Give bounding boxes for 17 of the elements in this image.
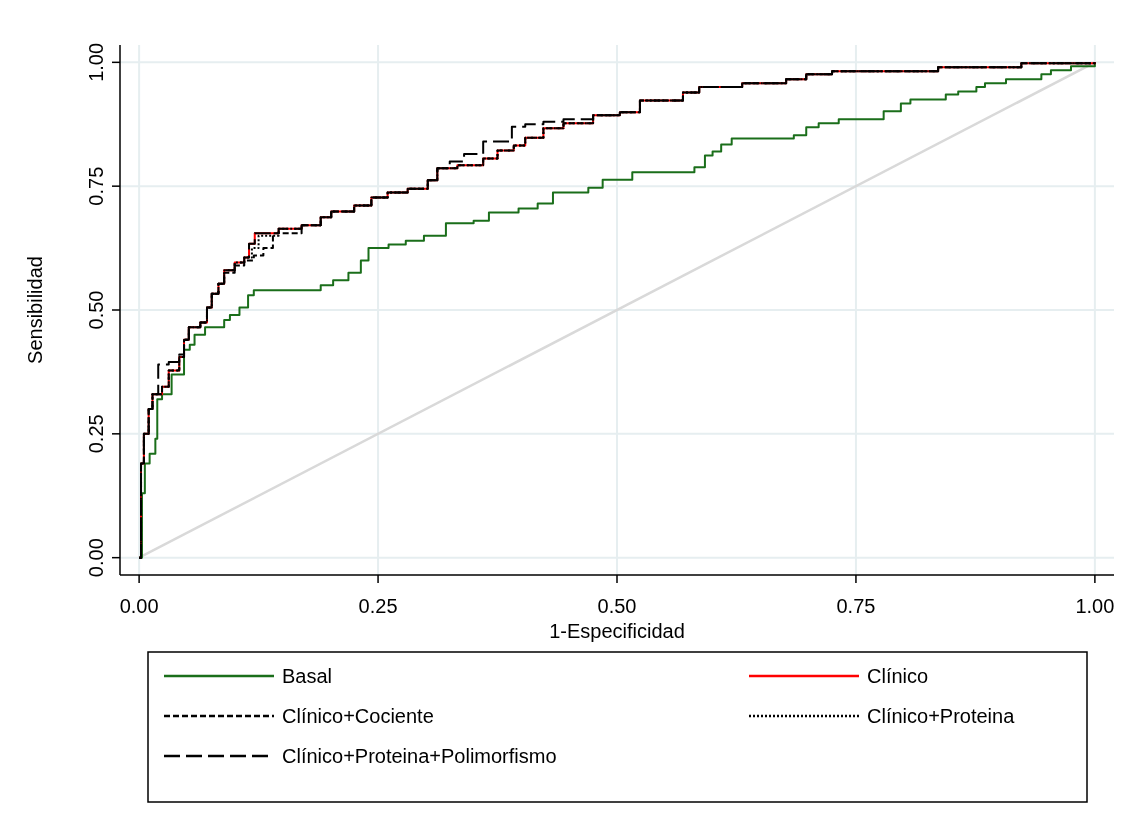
x-axis-title: 1-Especificidad [549,620,685,642]
x-tick-label: 0.00 [119,595,159,617]
x-tick-label: 1.00 [1075,595,1115,617]
y-axis-title: Sensibilidad [24,256,46,364]
legend-label: Basal [282,665,333,687]
x-tick-label: 0.75 [836,595,876,617]
legend-label: Clínico [867,665,929,687]
legend-label: Clínico+Proteina+Polimorfismo [282,745,557,767]
legend-label: Clínico+Proteina [867,705,1016,727]
x-tick-label: 0.25 [358,595,398,617]
x-tick-label: 0.50 [597,595,637,617]
y-tick-label: 0.00 [85,538,107,578]
legend-label: Clínico+Cociente [282,705,434,727]
y-tick-label: 0.50 [85,290,107,330]
y-tick-label: 0.75 [85,166,107,206]
y-tick-label: 0.25 [85,414,107,454]
y-tick-label: 1.00 [85,42,107,82]
